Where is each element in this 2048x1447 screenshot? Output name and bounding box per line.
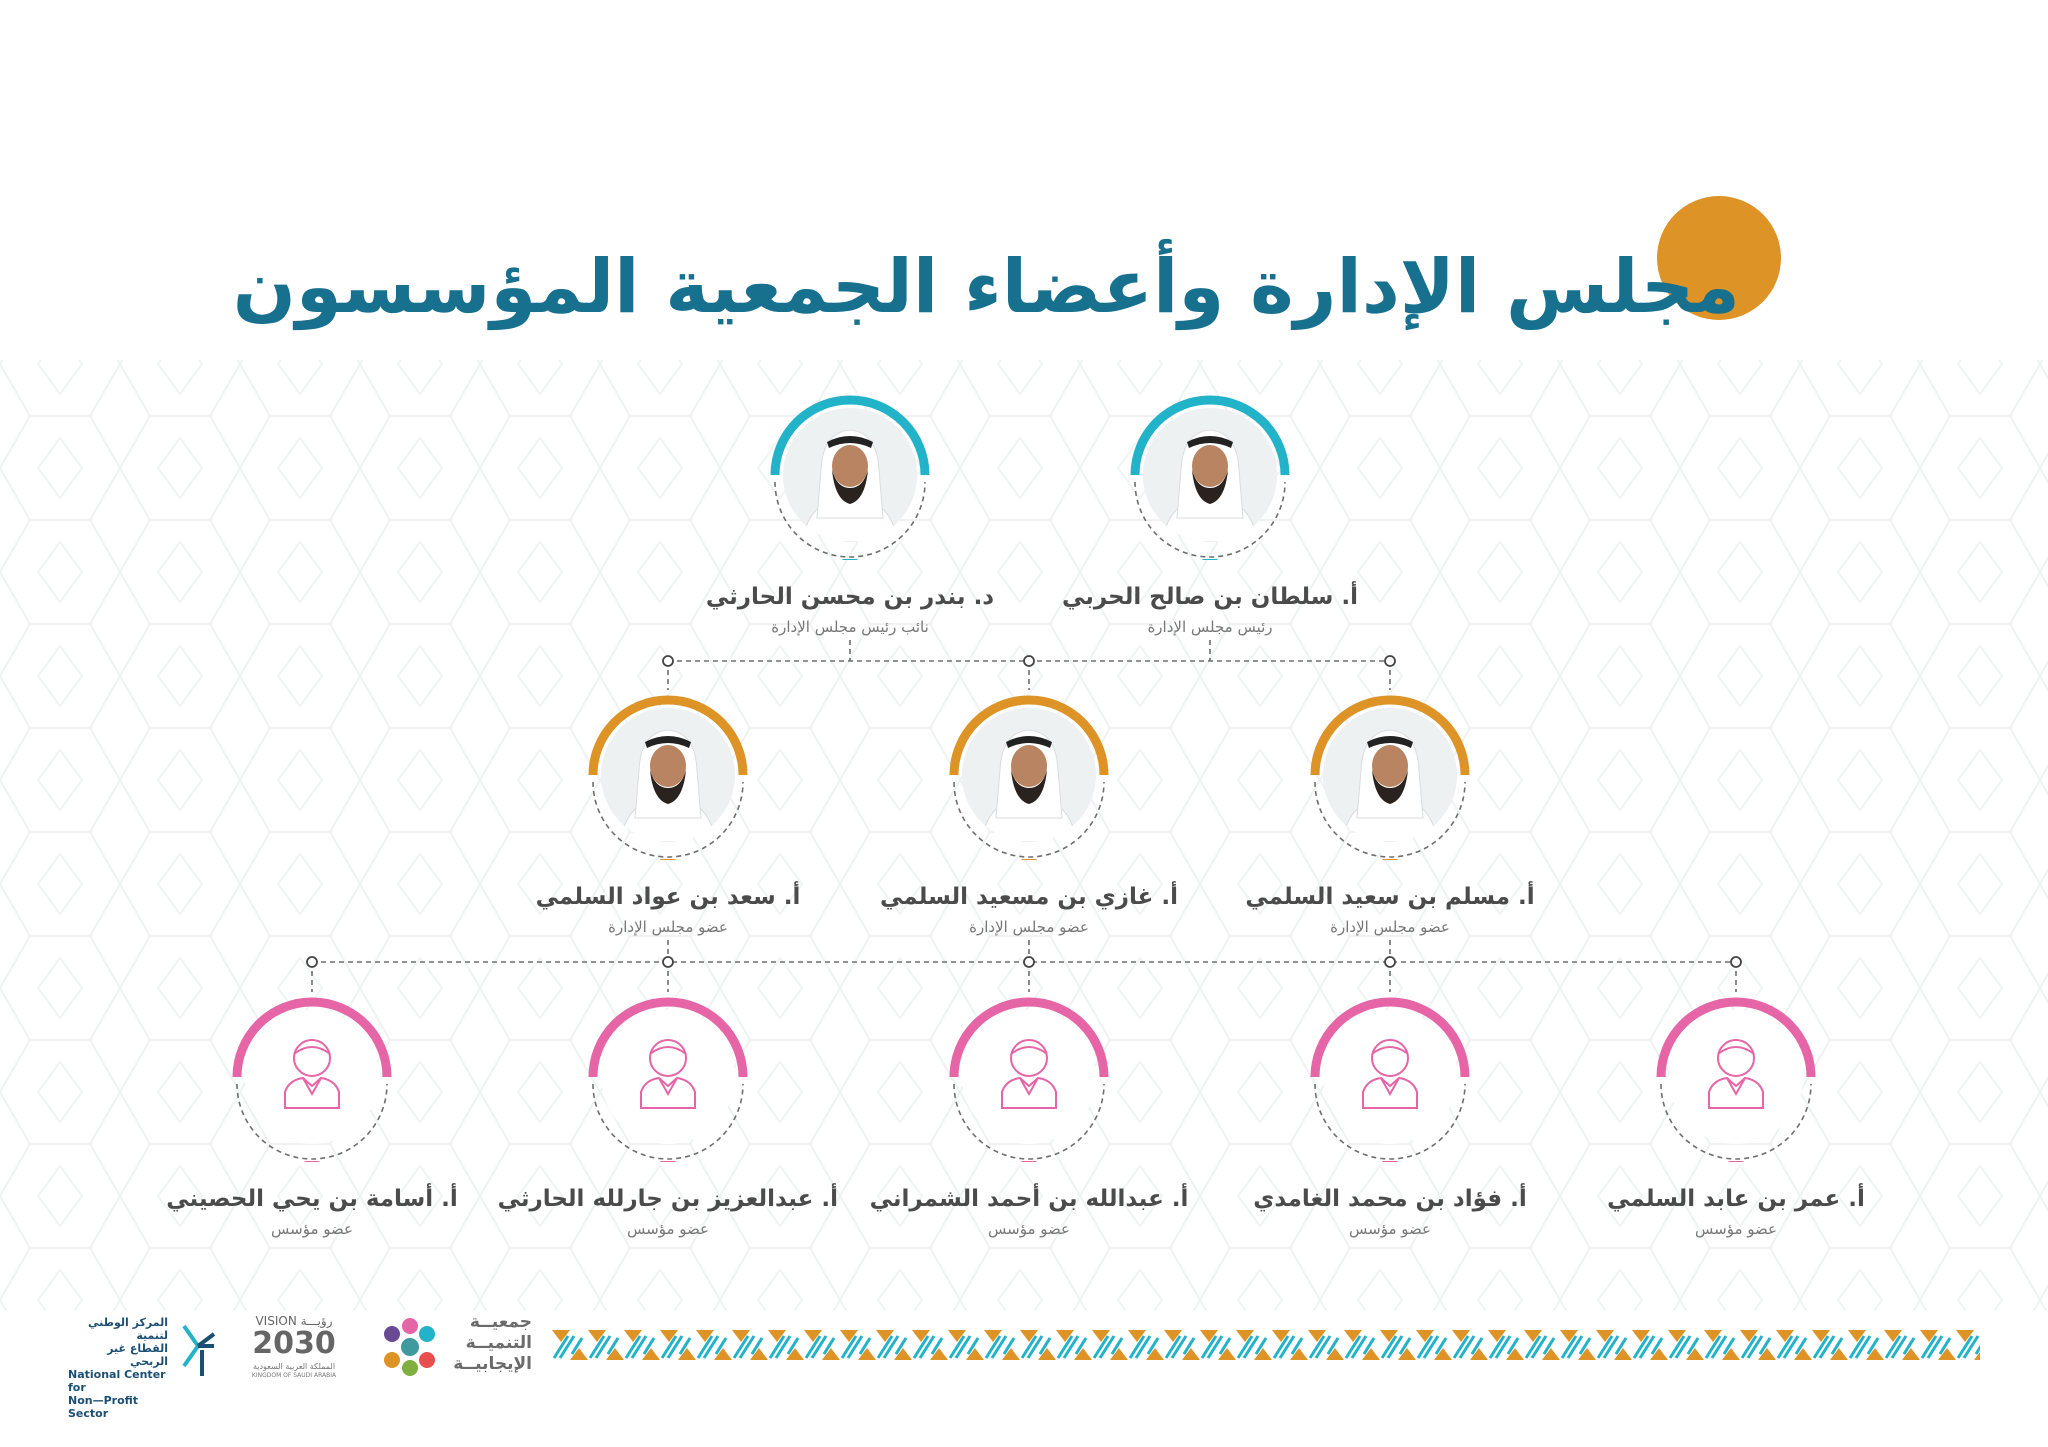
junction-dot [662, 655, 674, 667]
member-name: د. بندر بن محسن الحارثي [705, 584, 995, 610]
page-title: مجلس الإدارة وأعضاء الجمعية المؤسسون [232, 244, 1740, 330]
member-ring [1130, 395, 1290, 560]
ncnp-ar1: المركز الوطني لتنمية [88, 1316, 168, 1342]
positive-dev-line2: التنميــة [465, 1333, 532, 1353]
user-placeholder-icon [1323, 1010, 1457, 1144]
member-ring [588, 695, 748, 860]
junction-dot [1023, 956, 1035, 968]
ncnp-en2: Non—Profit Sector [68, 1394, 139, 1420]
member-ring [949, 997, 1109, 1162]
member-name: أ. سلطان بن صالح الحربي [1061, 584, 1359, 610]
logo-vision-2030: VISION رؤيـــة 2030 المملكة العربية السع… [246, 1314, 342, 1380]
member-name: أ. مسلم بن سعيد السلمي [1245, 884, 1535, 910]
member-ring [1310, 997, 1470, 1162]
member-photo [1323, 708, 1457, 842]
member-role: عضو مجلس الإدارة [969, 918, 1089, 936]
member-name: أ. فؤاد بن محمد الغامدي [1253, 1186, 1527, 1212]
member-ring [1310, 695, 1470, 860]
user-placeholder-icon [245, 1010, 379, 1144]
junction-dot [306, 956, 318, 968]
positive-development-logo-icon [384, 1318, 435, 1376]
junction-dot [1730, 956, 1742, 968]
member-name: أ. أسامة بن يحي الحصيني [166, 1186, 458, 1212]
positive-dev-line1: جمعيــة [469, 1312, 532, 1332]
member-role: عضو مجلس الإدارة [1330, 918, 1450, 936]
member-name: أ. سعد بن عواد السلمي [535, 884, 801, 910]
ncnp-ar2: القطاع غير الربحي [107, 1342, 168, 1368]
member-photo [783, 408, 917, 542]
user-placeholder-icon [962, 1010, 1096, 1144]
decorative-band [552, 1330, 1980, 1360]
decorative-orange-circle [1657, 196, 1781, 320]
member-name: أ. عمر بن عابد السلمي [1607, 1186, 1865, 1212]
member-photo [1143, 408, 1277, 542]
member-ring [1656, 997, 1816, 1162]
vision-sub-ar: المملكة العربية السعودية [252, 1362, 336, 1371]
vision-year: 2030 [252, 1326, 336, 1361]
member-ring [770, 395, 930, 560]
junction-dot [1384, 956, 1396, 968]
ncnp-en1: National Center for [68, 1368, 166, 1394]
member-role: عضو مجلس الإدارة [608, 918, 728, 936]
member-photo [601, 708, 735, 842]
member-ring [232, 997, 392, 1162]
logo-positive-development: جمعيــة التنميــة الإيجابيــة [372, 1312, 532, 1382]
member-photo [962, 708, 1096, 842]
member-role: عضو مؤسس [271, 1220, 353, 1238]
user-placeholder-icon [601, 1010, 735, 1144]
member-role: عضو مؤسس [1349, 1220, 1431, 1238]
member-ring [588, 997, 748, 1162]
junction-dot [1023, 655, 1035, 667]
member-role: رئيس مجلس الإدارة [1147, 618, 1273, 636]
member-name: أ. عبدالعزيز بن جارلله الحارثي [497, 1186, 838, 1212]
junction-dot [662, 956, 674, 968]
user-placeholder-icon [1669, 1010, 1803, 1144]
ncnp-logo-icon [182, 1324, 216, 1376]
member-role: عضو مؤسس [1695, 1220, 1777, 1238]
vision-label: VISION رؤيـــة [255, 1314, 333, 1328]
junction-dot [1384, 655, 1396, 667]
member-name: أ. غازي بن مسعيد السلمي [880, 884, 1178, 910]
vision-sub-en: KINGDOM OF SAUDI ARABIA [251, 1372, 337, 1379]
member-role: نائب رئيس مجلس الإدارة [771, 618, 929, 636]
logo-ncnp: المركز الوطني لتنمية القطاع غير الربحي N… [68, 1316, 218, 1420]
member-role: عضو مؤسس [627, 1220, 709, 1238]
member-role: عضو مؤسس [988, 1220, 1070, 1238]
positive-dev-line3: الإيجابيــة [453, 1354, 532, 1374]
member-name: أ. عبدالله بن أحمد الشمراني [869, 1186, 1189, 1212]
member-ring [949, 695, 1109, 860]
